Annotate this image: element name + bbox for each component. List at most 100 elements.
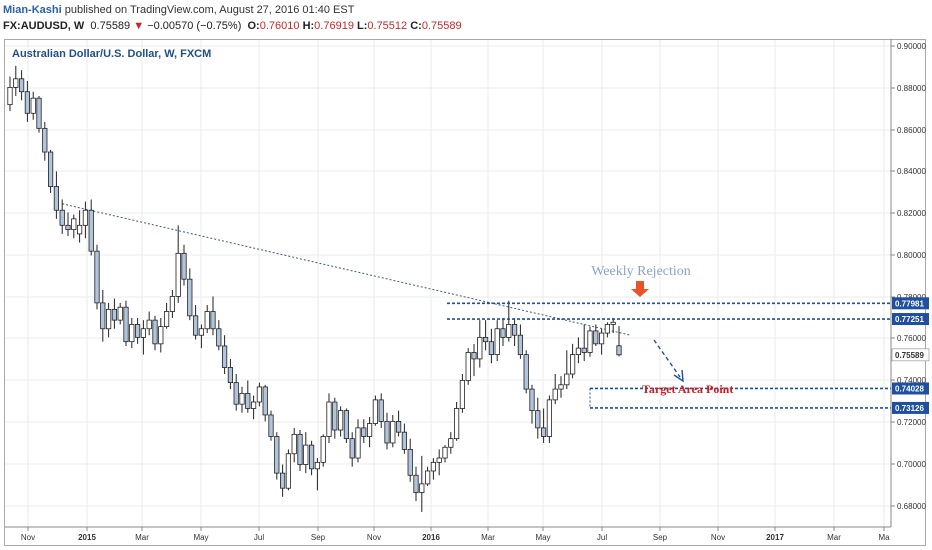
candle-down: [297, 433, 303, 465]
candle-up: [604, 324, 611, 334]
y-tick-label: 0.70000: [897, 460, 926, 469]
candle-up: [82, 209, 88, 226]
candle-down: [94, 250, 100, 304]
y-tick-label: 0.82000: [897, 209, 926, 218]
candle-down: [18, 78, 25, 93]
candle-down: [233, 382, 239, 405]
candle-up: [453, 408, 460, 440]
horizontal-levels: [447, 302, 891, 409]
publish-text: published on TradingView.com, August 27,…: [64, 4, 355, 16]
candle-up: [77, 224, 83, 235]
down-arrow-icon: ▼: [133, 20, 145, 32]
x-tick-label: Jul: [254, 533, 264, 542]
low-label: L:: [357, 20, 368, 32]
price-level-label: 0.74028: [895, 384, 924, 393]
y-tick-label: 0.76000: [897, 334, 926, 343]
projection-arrow-line: [653, 339, 681, 378]
candle-up: [163, 311, 170, 327]
candle-down: [192, 315, 199, 336]
candle-up: [366, 423, 373, 437]
x-tick-label: 2015: [78, 533, 96, 542]
candle-down: [523, 354, 529, 390]
x-tick-label: 2016: [422, 533, 440, 542]
candle-down: [517, 334, 524, 356]
candle-up: [30, 97, 36, 114]
x-tick-label: Mar: [827, 533, 841, 542]
candle-up: [326, 401, 332, 437]
candle-up: [13, 78, 19, 88]
last-price-tag: [891, 348, 930, 362]
candle-up: [291, 433, 297, 455]
candle-down: [181, 252, 187, 280]
candle-up: [355, 427, 361, 459]
x-tick-label: Nov: [21, 533, 35, 542]
candle-down: [332, 401, 338, 431]
candle-up: [599, 332, 605, 345]
candle-up: [564, 373, 570, 386]
candle-up: [129, 324, 135, 343]
down-arrow-icon: [631, 281, 649, 297]
candle-up: [570, 354, 576, 375]
y-tick-label: 0.68000: [897, 502, 926, 511]
x-tick-label: Sep: [311, 533, 326, 542]
candle-up: [303, 444, 309, 465]
price-level-tag: [892, 382, 929, 395]
candle-up: [610, 321, 616, 325]
price-level-tag: [892, 297, 929, 310]
candles: [7, 65, 622, 512]
close-label: C:: [410, 20, 422, 32]
y-tick-label: 0.84000: [897, 167, 926, 176]
candle-down: [134, 324, 141, 338]
candle-down: [541, 427, 547, 437]
price-level-tag: [892, 313, 929, 326]
projection-arrowhead-icon: [673, 369, 684, 383]
candle-up: [140, 328, 146, 338]
candle-down: [48, 151, 54, 187]
candle-down: [216, 328, 222, 347]
candle-down: [488, 341, 495, 356]
price-axis[interactable]: 0.680000.700000.720000.740000.760000.780…: [890, 39, 930, 527]
candle-up: [372, 399, 379, 424]
candle-up: [239, 392, 245, 405]
candle-down: [53, 186, 60, 211]
candle-down: [471, 352, 477, 360]
weekly-rejection-label: Weekly Rejection: [591, 264, 691, 279]
candle-up: [106, 308, 112, 330]
time-axis[interactable]: Nov 2015 Mar May Jul Sep Nov 2016 Mar May Jul Sep No…: [5, 526, 891, 542]
candle-down: [384, 421, 390, 444]
x-tick-label: Ma: [878, 533, 890, 542]
candle-up: [314, 461, 321, 470]
candle-down: [59, 209, 65, 226]
candle-up: [477, 336, 483, 360]
candle-down: [187, 278, 193, 317]
price-change: −0.00570 (−0.75%): [147, 20, 242, 32]
candle-down: [42, 127, 48, 153]
candle-up: [442, 446, 448, 459]
candle-down: [500, 328, 506, 338]
candle-up: [506, 324, 512, 338]
candle-up: [7, 87, 13, 106]
candle-up: [175, 252, 181, 297]
y-tick-label: 0.72000: [897, 418, 926, 427]
price-level-tag: [892, 401, 929, 414]
candle-down: [210, 311, 216, 330]
candle-down: [65, 224, 71, 231]
candle-down: [349, 438, 355, 459]
y-tick-label: 0.74000: [897, 376, 926, 385]
candle-down: [401, 431, 408, 450]
candle-up: [204, 311, 210, 330]
publish-info: Mian-Kashi published on TradingView.com,…: [3, 4, 354, 16]
x-tick-label: Mar: [135, 533, 149, 542]
candle-down: [36, 97, 42, 129]
high-value: 0.76919: [314, 20, 354, 32]
candle-down: [395, 421, 402, 433]
candle-down: [268, 414, 274, 437]
author-name[interactable]: Mian-Kashi: [3, 4, 62, 16]
candle-up: [546, 399, 553, 437]
price-level-label: 0.77251: [895, 315, 924, 324]
candle-down: [152, 319, 158, 345]
candle-down: [123, 306, 129, 343]
target-area-label: Target Area Point: [642, 382, 733, 396]
candle-up: [117, 306, 123, 321]
